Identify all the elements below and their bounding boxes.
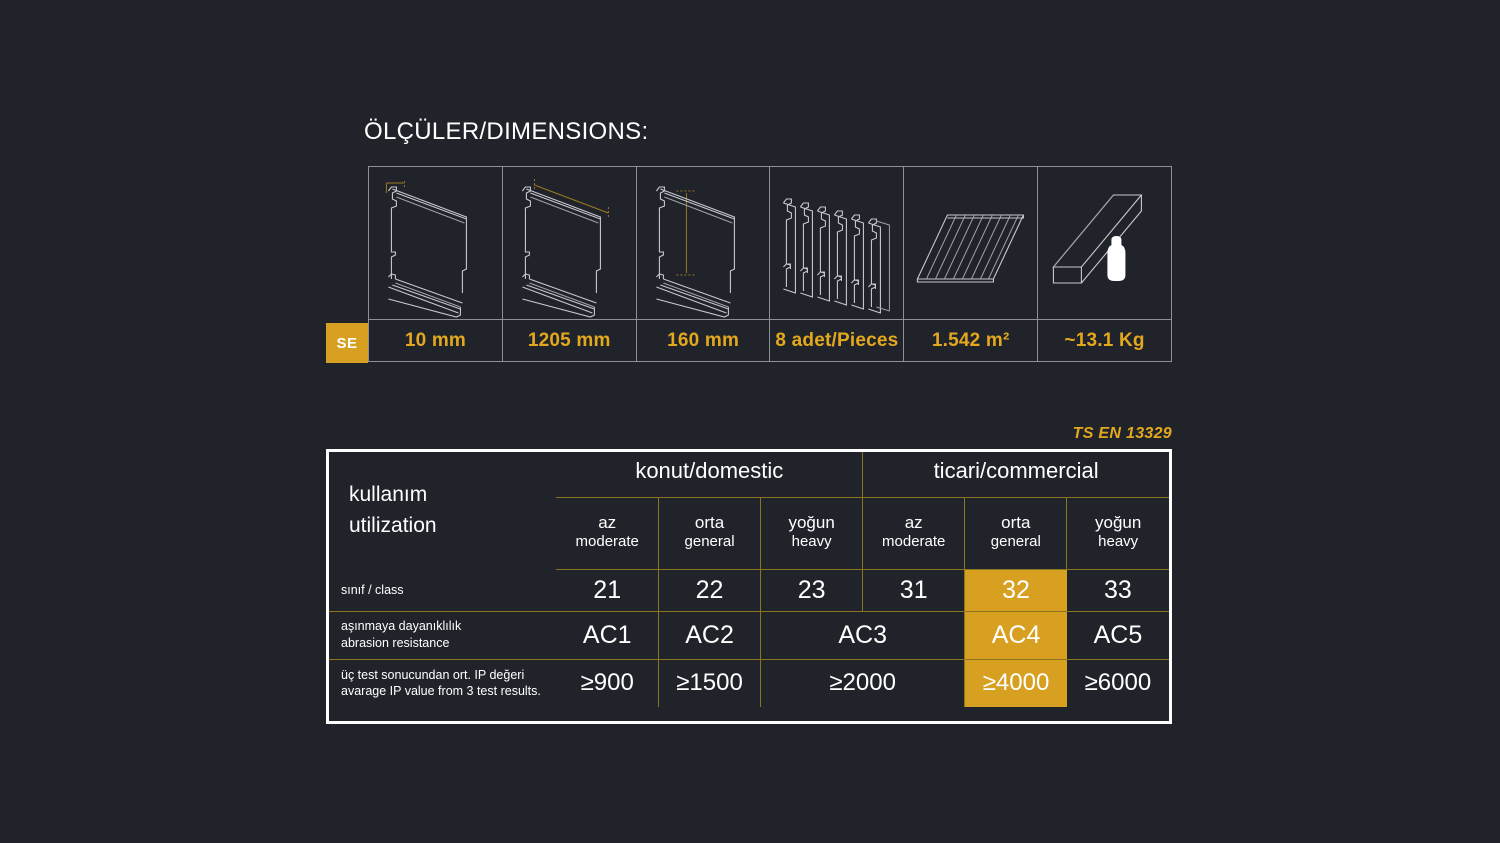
subheader-commercial-general: orta general — [964, 497, 1068, 570]
dimension-value-text: 1.542 m² — [931, 329, 1010, 351]
se-badge: SE — [326, 323, 368, 363]
cell-class-32: 32 — [964, 569, 1067, 612]
cell-ip-900: ≥900 — [556, 659, 660, 707]
dimension-illustration-length — [503, 167, 637, 319]
subheader-en: general — [684, 533, 735, 551]
subheader-domestic-heavy: yoğun heavy — [760, 497, 864, 570]
row-label-en: abrasion resistance — [341, 636, 450, 651]
subheader-commercial-moderate: az moderate — [862, 497, 966, 570]
utilization-header-cell: kullanım utilization — [329, 452, 556, 569]
subheader-domestic-general: orta general — [658, 497, 762, 570]
cell-abrasion-ac3: AC3 — [760, 611, 966, 660]
dimension-value-area: 1.542 m² — [904, 320, 1039, 361]
cell-class-22: 22 — [658, 569, 762, 612]
subheader-domestic-moderate: az moderate — [556, 497, 660, 570]
subheader-tr: yoğun — [1095, 512, 1142, 532]
dimension-value-text: 8 adet/Pieces — [775, 329, 899, 351]
classification-table: kullanım utilization konut/domestic tica… — [326, 449, 1172, 724]
table-header-group-row: kullanım utilization konut/domestic tica… — [329, 452, 1169, 537]
dimensions-table: 10 mm 1205 mm 160 mm 8 adet/Pieces 1.542… — [368, 166, 1172, 362]
subheader-en: general — [990, 533, 1041, 551]
row-label-tr: sınıf / class — [341, 582, 404, 597]
cell-class-31: 31 — [862, 569, 966, 612]
utilization-label-tr: kullanım — [349, 483, 428, 507]
cell-ip-6000: ≥6000 — [1084, 669, 1152, 697]
panel-profile-width-icon — [655, 186, 735, 318]
panel-profile-thickness-icon — [385, 181, 467, 318]
dimension-illustration-weight — [1038, 167, 1171, 319]
package-weight-icon — [1052, 194, 1143, 284]
cell-class-33: 33 — [1066, 569, 1169, 612]
row-label-class: sınıf / class — [329, 569, 557, 612]
row-label-en: avarage IP value from 3 test results. — [341, 684, 541, 699]
cell-abrasion-ac5: AC5 — [1066, 611, 1169, 660]
row-label-tr: aşınmaya dayanıklılık — [341, 619, 462, 634]
table-bottom-spacer — [329, 707, 1169, 721]
row-label-abrasion: aşınmaya dayanıklılık abrasion resistanc… — [329, 611, 557, 660]
cell-ip-2000: ≥2000 — [760, 659, 966, 707]
subheader-tr: orta — [694, 512, 725, 532]
dimension-illustration-area — [904, 167, 1039, 319]
dimension-value-width: 160 mm — [637, 320, 771, 361]
cell-ip-1500: ≥1500 — [658, 659, 762, 707]
utilization-label-en: utilization — [349, 513, 437, 537]
standard-label: TS EN 13329 — [1072, 425, 1172, 442]
dimension-value-weight: ~13.1 Kg — [1038, 320, 1171, 361]
dimension-illustration-thickness — [369, 167, 503, 319]
cell-abrasion-ac4: AC4 — [964, 611, 1067, 660]
dimension-value-length: 1205 mm — [503, 320, 637, 361]
cell-abrasion-ac1: AC1 — [556, 611, 660, 660]
dimensions-value-row: 10 mm 1205 mm 160 mm 8 adet/Pieces 1.542… — [369, 319, 1171, 361]
page-title: ÖLÇÜLER/DIMENSIONS: — [364, 118, 649, 145]
group-header-commercial: ticari/commercial — [862, 452, 1169, 498]
panel-profile-length-icon — [521, 179, 609, 318]
table-subheader-row: az moderate orta general yoğun heavy a — [329, 497, 1169, 570]
dimension-value-text: 10 mm — [404, 329, 467, 351]
dimension-value-text: ~13.1 Kg — [1064, 329, 1145, 351]
spacer-cell — [329, 707, 1169, 721]
subheader-en: heavy — [791, 533, 832, 551]
cell-class-21: 21 — [556, 569, 660, 612]
subheader-tr: yoğun — [788, 512, 835, 532]
group-header-domestic: konut/domestic — [556, 452, 864, 498]
cell-ip-4000: ≥4000 — [964, 659, 1067, 707]
row-label-ip-value: üç test sonucundan ort. IP değeri avarag… — [329, 659, 556, 707]
subheader-commercial-heavy: yoğun heavy — [1066, 497, 1169, 570]
cell-class-23: 23 — [760, 569, 864, 612]
stacked-pieces-icon — [783, 198, 891, 314]
subheader-tr: az — [904, 512, 923, 532]
dimension-illustration-pieces — [770, 167, 905, 319]
dimension-illustration-width — [637, 167, 771, 319]
subheader-en: heavy — [1098, 533, 1139, 551]
table-row: üç test sonucundan ort. IP değeri avarag… — [329, 659, 1169, 707]
subheader-tr: orta — [1001, 512, 1031, 532]
dimension-value-text: 1205 mm — [527, 329, 611, 351]
row-label-tr: üç test sonucundan ort. IP değeri — [341, 667, 525, 682]
table-row: aşınmaya dayanıklılık abrasion resistanc… — [329, 611, 1169, 660]
dimension-value-pieces: 8 adet/Pieces — [770, 320, 905, 361]
table-row: sınıf / class 21 22 23 31 32 33 — [329, 569, 1169, 612]
subheader-en: moderate — [882, 533, 946, 551]
coverage-area-icon — [916, 214, 1025, 283]
subheader-en: moderate — [575, 533, 639, 551]
dimension-value-text: 160 mm — [667, 329, 740, 351]
cell-abrasion-ac2: AC2 — [658, 611, 762, 660]
subheader-tr: az — [598, 512, 617, 532]
dimension-value-thickness: 10 mm — [369, 320, 503, 361]
dimensions-illustration-row — [369, 167, 1171, 319]
